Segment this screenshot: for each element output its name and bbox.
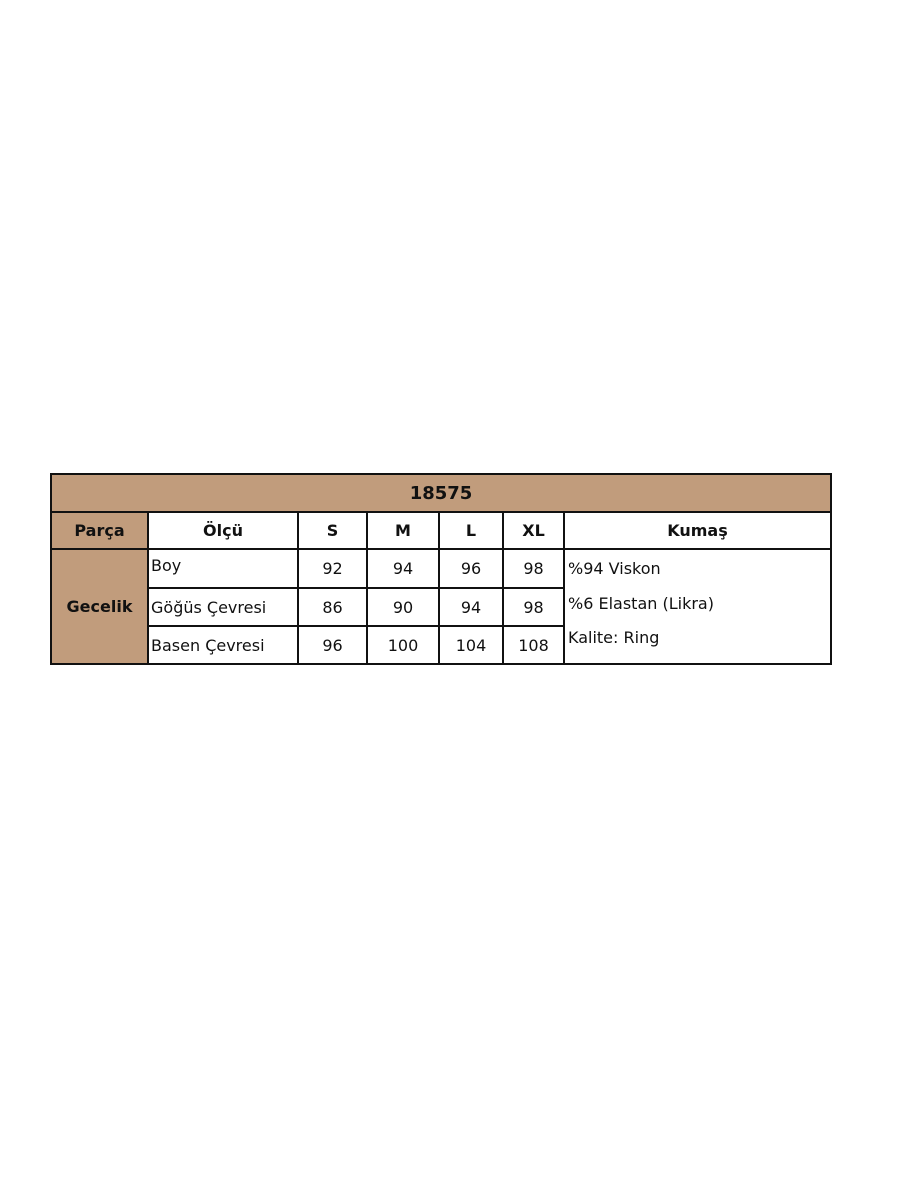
fabric-line: Kalite: Ring	[568, 628, 660, 647]
part-name: Gecelik	[50, 548, 149, 665]
fabric-line: %94 Viskon	[568, 559, 661, 578]
header-size-s: S	[297, 511, 368, 550]
cell: 96	[438, 548, 504, 589]
fabric-line: %6 Elastan (Likra)	[568, 594, 714, 613]
header-size-xl: XL	[502, 511, 565, 550]
header-fabric: Kumaş	[563, 511, 832, 550]
cell: 104	[438, 625, 504, 665]
row-label: Göğüs Çevresi	[147, 587, 299, 627]
row-label: Boy	[147, 548, 299, 589]
cell: 92	[297, 548, 368, 589]
cell: 86	[297, 587, 368, 627]
cell: 98	[502, 548, 565, 589]
cell: 94	[366, 548, 440, 589]
cell: 96	[297, 625, 368, 665]
header-size-l: L	[438, 511, 504, 550]
header-measure: Ölçü	[147, 511, 299, 550]
cell: 90	[366, 587, 440, 627]
fabric-info: %94 Viskon %6 Elastan (Likra) Kalite: Ri…	[563, 548, 832, 665]
header-size-m: M	[366, 511, 440, 550]
cell: 108	[502, 625, 565, 665]
header-part: Parça	[50, 511, 149, 550]
cell: 94	[438, 587, 504, 627]
row-label: Basen Çevresi	[147, 625, 299, 665]
cell: 98	[502, 587, 565, 627]
cell: 100	[366, 625, 440, 665]
table-title: 18575	[50, 473, 832, 513]
